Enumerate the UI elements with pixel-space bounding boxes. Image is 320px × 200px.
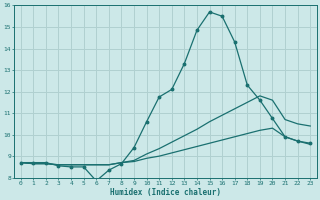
X-axis label: Humidex (Indice chaleur): Humidex (Indice chaleur) — [110, 188, 221, 197]
